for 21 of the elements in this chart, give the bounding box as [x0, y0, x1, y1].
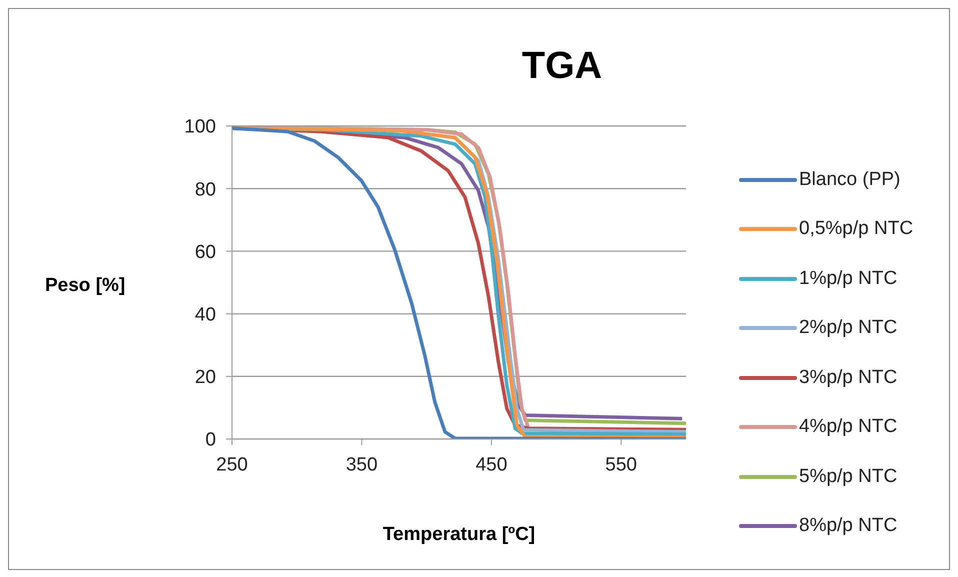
legend-label: 4%p/p NTC [799, 416, 898, 438]
legend-label: Blanco (PP) [799, 168, 900, 191]
x-tick-label: 550 [605, 454, 637, 476]
y-tick-label: 20 [194, 367, 216, 388]
y-tick-label: 40 [194, 304, 216, 326]
x-tick-label: 250 [216, 454, 248, 476]
x-tick-label: 350 [346, 454, 378, 476]
chart-title: TGA [520, 45, 604, 88]
legend-label: 8%p/p NTC [799, 515, 898, 538]
x-tick-label: 450 [476, 454, 508, 476]
legend-label: 2%p/p NTC [799, 317, 898, 340]
legend-label: 0,5%p/p NTC [799, 218, 914, 240]
legend-label: 3%p/p NTC [799, 366, 898, 389]
legend-label: 5%p/p NTC [799, 466, 898, 488]
x-axis-title: Temperatura [ºC] [382, 524, 536, 546]
y-tick-label: 60 [194, 242, 216, 263]
legend-label: 1%p/p NTC [799, 268, 898, 290]
y-tick-label: 80 [194, 179, 216, 200]
y-tick-label: 100 [184, 116, 216, 138]
y-tick-label: 0 [205, 430, 216, 451]
y-axis-title: Peso [%] [45, 275, 126, 297]
